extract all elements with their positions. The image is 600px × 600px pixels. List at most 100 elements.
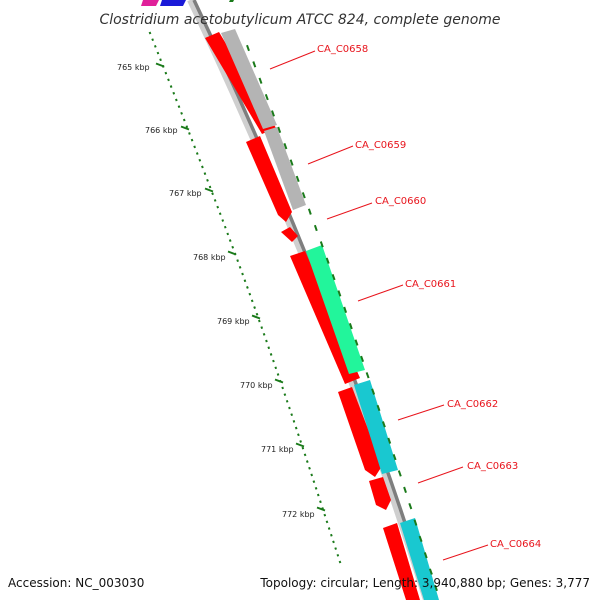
gene-label-ca-c0662[interactable]: CA_C0662 <box>447 399 498 410</box>
minor-tick <box>218 212 222 216</box>
leader-ca-c0661 <box>357 284 404 302</box>
minor-tick <box>325 520 329 524</box>
outer-tick <box>354 339 359 346</box>
outer-tick <box>376 404 381 412</box>
minor-tick <box>294 426 298 430</box>
leader-ca-c0658 <box>269 50 316 70</box>
cds-cyan-0662 <box>354 380 398 474</box>
minor-tick <box>274 366 278 370</box>
cds-red-0660 <box>281 227 298 242</box>
scale-label-770: 770 kbp <box>240 381 273 390</box>
minor-tick <box>323 513 327 517</box>
minor-tick <box>201 165 204 169</box>
outer-tick <box>403 486 407 494</box>
scale-label-768: 768 kbp <box>193 253 226 262</box>
scale-label-766: 766 kbp <box>145 126 178 135</box>
minor-tick <box>305 460 309 463</box>
minor-tick <box>206 178 209 182</box>
outer-tick <box>295 175 300 183</box>
minor-tick <box>223 225 227 229</box>
tick-top-fragment <box>229 0 234 2</box>
minor-tick <box>246 286 249 289</box>
minor-tick <box>203 172 207 176</box>
minor-tick <box>303 453 307 457</box>
minor-tick <box>185 125 189 129</box>
map-title: Clostridium acetobutylicum ATCC 824, com… <box>99 12 500 28</box>
outer-tick <box>428 568 433 575</box>
major-tick <box>316 506 326 512</box>
minor-tick <box>172 91 176 95</box>
outer-tick <box>301 192 306 199</box>
minor-tick <box>153 45 157 48</box>
minor-tick <box>159 58 162 62</box>
minor-tick <box>297 433 300 437</box>
major-tick <box>227 250 237 256</box>
accession-text: Accession: NC_003030 <box>8 576 144 590</box>
minor-tick <box>312 480 316 484</box>
minor-tick <box>169 85 173 88</box>
major-tick <box>204 187 214 193</box>
minor-tick <box>310 473 314 477</box>
gene-label-ca-c0659[interactable]: CA_C0659 <box>355 140 406 151</box>
leader-ca-c0664 <box>442 544 489 561</box>
minor-tick <box>292 419 296 423</box>
minor-tick <box>253 306 256 309</box>
minor-tick <box>276 373 280 376</box>
outer-tick <box>365 372 370 379</box>
gene-label-ca-c0661[interactable]: CA_C0661 <box>405 279 456 290</box>
outer-tick-ring <box>246 44 438 592</box>
major-tick <box>155 62 165 68</box>
minor-tick <box>248 292 252 296</box>
scale-label-765: 765 kbp <box>117 63 150 72</box>
minor-tick <box>334 547 337 550</box>
minor-tick <box>231 245 235 249</box>
minor-tick <box>269 353 273 356</box>
minor-tick <box>180 111 183 115</box>
minor-tick <box>188 132 191 135</box>
major-tick-marks <box>155 62 326 512</box>
outer-tick <box>348 322 353 330</box>
minor-tick <box>164 71 168 75</box>
minor-tick <box>228 239 232 242</box>
outer-tick <box>343 306 348 314</box>
minor-tick <box>177 105 181 109</box>
major-tick <box>251 314 261 320</box>
cds-red-0663 <box>369 477 391 510</box>
minor-tick <box>301 446 305 450</box>
outer-tick <box>252 61 257 68</box>
minor-tick <box>182 118 186 122</box>
outer-tick <box>325 257 330 264</box>
gene-fragment-blue <box>160 0 186 6</box>
outer-tick <box>360 355 365 363</box>
outer-tick <box>258 77 263 84</box>
minor-tick <box>156 51 160 55</box>
outer-tick <box>413 519 418 526</box>
outer-tick <box>319 241 324 248</box>
gene-label-ca-c0660[interactable]: CA_C0660 <box>375 196 426 207</box>
minor-tick <box>314 486 318 490</box>
gene-label-ca-c0664[interactable]: CA_C0664 <box>490 539 541 550</box>
outer-tick <box>331 273 336 281</box>
minor-tick <box>285 399 289 403</box>
leader-ca-c0662 <box>397 404 445 421</box>
outer-tick <box>283 142 288 150</box>
minor-tick <box>299 440 302 443</box>
scale-label-772: 772 kbp <box>282 510 315 519</box>
minor-tick <box>243 279 247 283</box>
minor-tick <box>262 332 266 336</box>
minor-tick <box>216 205 220 209</box>
outer-tick <box>423 552 428 559</box>
minor-tick <box>208 185 212 189</box>
cds-grey-0658 <box>221 29 277 129</box>
outer-tick <box>271 110 275 117</box>
gene-label-ca-c0658[interactable]: CA_C0658 <box>317 44 368 55</box>
major-tick <box>295 442 305 448</box>
outer-tick <box>307 208 312 215</box>
minor-tick <box>272 359 275 363</box>
outer-tick <box>387 437 392 444</box>
gene-label-ca-c0663[interactable]: CA_C0663 <box>467 461 518 472</box>
outer-tick <box>313 224 318 232</box>
minor-tick <box>241 272 244 276</box>
minor-tick <box>258 319 261 323</box>
minor-tick <box>151 38 154 42</box>
